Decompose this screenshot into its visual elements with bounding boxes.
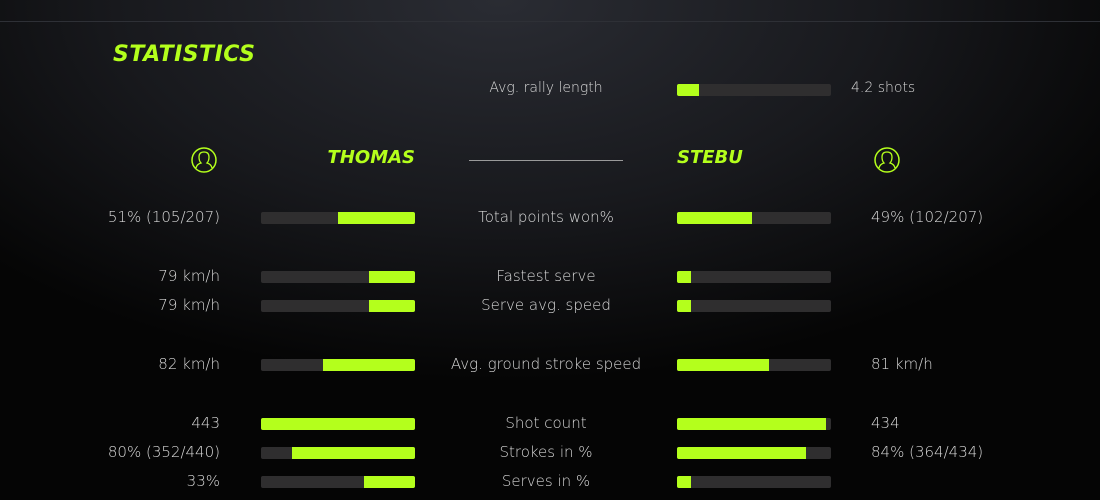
right-bar (677, 212, 831, 224)
left-value: 79 km/h (158, 296, 220, 314)
bar-fill (677, 271, 691, 283)
left-bar (261, 359, 415, 371)
stat-label: Shot count (505, 414, 587, 432)
user-icon (874, 147, 900, 173)
stat-label: Total points won% (478, 208, 614, 226)
stat-row: 79 km/h Fastest serve (0, 267, 1100, 287)
right-bar (677, 271, 831, 283)
stat-value: 4.2 shots (851, 80, 916, 96)
stat-label: Serve avg. speed (481, 296, 611, 314)
right-value: 49% (102/207) (871, 208, 984, 226)
bar-fill (677, 359, 770, 371)
stat-row: 51% (105/207) Total points won% 49% (102… (0, 208, 1100, 228)
right-bar (677, 476, 831, 488)
right-value: 84% (364/434) (871, 443, 984, 461)
bar-fill (677, 300, 691, 312)
left-value: 51% (105/207) (107, 208, 220, 226)
right-bar (677, 300, 831, 312)
bar-fill (677, 84, 699, 96)
bar-fill (291, 447, 415, 459)
left-bar (261, 418, 415, 430)
bar-fill (677, 212, 753, 224)
stat-label: Avg. rally length (489, 80, 603, 96)
user-icon (191, 147, 217, 173)
bar-fill (368, 300, 415, 312)
left-value: 33% (186, 472, 220, 490)
bar-fill (677, 476, 691, 488)
bar-fill (677, 418, 827, 430)
stat-bar (677, 84, 831, 96)
stat-row-rally: Avg. rally length 4.2 shots (0, 80, 1100, 100)
stat-row: 82 km/h Avg. ground stroke speed 81 km/h (0, 355, 1100, 375)
left-bar (261, 476, 415, 488)
bar-fill (322, 359, 415, 371)
bar-fill (338, 212, 415, 224)
left-value: 82 km/h (158, 355, 220, 373)
names-divider (469, 160, 623, 161)
bar-fill (364, 476, 415, 488)
bar-fill (677, 447, 807, 459)
page-title: STATISTICS (113, 42, 256, 67)
left-value: 80% (352/440) (107, 443, 220, 461)
left-value: 443 (191, 414, 220, 432)
stat-label: Fastest serve (496, 267, 596, 285)
bar-fill (368, 271, 415, 283)
left-bar (261, 300, 415, 312)
right-value: 434 (871, 414, 900, 432)
left-bar (261, 212, 415, 224)
bar-fill (261, 418, 415, 430)
player-name-left: THOMAS (327, 147, 415, 168)
stat-row: 443 Shot count 434 (0, 414, 1100, 434)
stat-label: Avg. ground stroke speed (450, 355, 642, 373)
left-bar (261, 447, 415, 459)
right-value: 81 km/h (871, 355, 933, 373)
stat-label: Strokes in % (499, 443, 593, 461)
stat-label: Serves in % (501, 472, 591, 490)
player-name-right: STEBU (677, 147, 743, 168)
right-bar (677, 447, 831, 459)
right-bar (677, 418, 831, 430)
left-value: 79 km/h (158, 267, 220, 285)
right-bar (677, 359, 831, 371)
stat-row: 79 km/h Serve avg. speed (0, 296, 1100, 316)
stat-row: 80% (352/440) Strokes in % 84% (364/434) (0, 443, 1100, 463)
stat-row: 33% Serves in % (0, 472, 1100, 492)
left-bar (261, 271, 415, 283)
top-divider (0, 21, 1100, 22)
